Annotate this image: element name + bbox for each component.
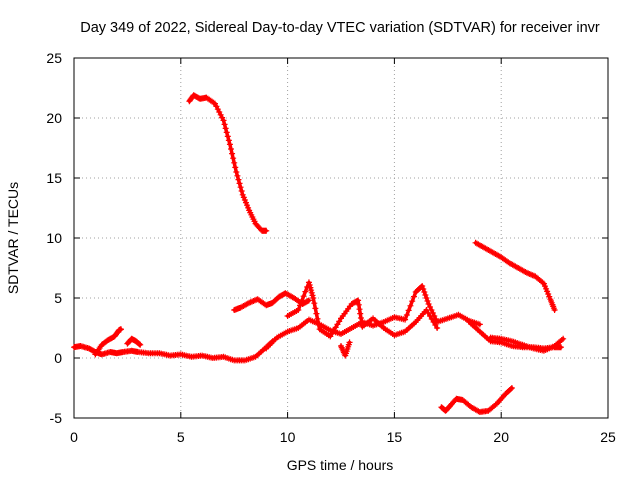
y-tick-label: 5 xyxy=(54,290,62,306)
y-tick-label: 20 xyxy=(46,110,62,126)
x-tick-label: 0 xyxy=(70,429,78,445)
data-point xyxy=(220,117,227,124)
data-point xyxy=(407,302,414,309)
data-point xyxy=(357,310,364,317)
data-point xyxy=(422,292,429,298)
x-tick-label: 25 xyxy=(600,429,616,445)
series-arc-afternoon-high xyxy=(472,239,558,313)
data-point xyxy=(560,335,567,342)
data-point xyxy=(313,310,320,317)
data-point xyxy=(222,125,229,132)
data-point xyxy=(551,307,558,313)
data-point xyxy=(424,298,431,304)
series-arc-afternoon-low-2 xyxy=(487,334,567,354)
x-tick-label: 10 xyxy=(280,429,296,445)
data-point xyxy=(225,137,232,144)
x-tick-label: 20 xyxy=(493,429,509,445)
data-point xyxy=(226,141,233,148)
y-tick-label: 15 xyxy=(46,170,62,186)
series-arc-dip-noon xyxy=(338,339,353,359)
y-axis-title: SDTVAR / TECUs xyxy=(5,182,21,294)
data-point xyxy=(476,321,483,328)
data-point xyxy=(234,172,241,179)
series-arc-afternoon-negative xyxy=(438,385,515,415)
data-point xyxy=(263,227,270,234)
axis-ticks: 0 5 10 15 20 25 -5 0 5 10 15 20 25 xyxy=(46,50,616,445)
data-point xyxy=(507,386,514,392)
series-arc-mid-upper xyxy=(231,290,312,313)
data-point xyxy=(355,297,362,304)
data-point xyxy=(227,146,234,152)
data-point xyxy=(419,283,426,289)
series-arc-early-noise xyxy=(124,335,144,348)
data-points xyxy=(71,92,567,415)
data-point xyxy=(314,315,321,322)
data-point xyxy=(233,169,240,175)
data-point xyxy=(423,295,430,301)
data-point xyxy=(297,302,304,309)
data-point xyxy=(237,184,244,191)
data-point xyxy=(405,307,412,314)
data-point xyxy=(310,295,317,301)
data-point xyxy=(224,133,231,140)
y-tick-label: 25 xyxy=(46,50,62,66)
y-tick-label: 0 xyxy=(54,350,62,366)
data-point xyxy=(434,325,441,331)
data-point xyxy=(356,306,363,313)
data-point xyxy=(315,321,322,327)
data-point xyxy=(357,315,364,321)
data-point xyxy=(305,297,312,304)
data-point xyxy=(295,307,302,313)
data-point xyxy=(558,344,565,351)
data-point xyxy=(420,286,427,292)
data-point xyxy=(221,121,228,128)
data-point xyxy=(302,288,309,295)
series-arc-small-bump xyxy=(92,326,124,358)
data-point xyxy=(410,293,417,300)
x-tick-label: 5 xyxy=(177,429,185,445)
data-point xyxy=(230,155,237,162)
y-tick-label: 10 xyxy=(46,230,62,246)
x-axis-title: GPS time / hours xyxy=(287,457,394,473)
data-point xyxy=(235,176,242,183)
data-point xyxy=(355,301,362,308)
data-point xyxy=(229,150,236,157)
data-point xyxy=(508,385,515,391)
data-point xyxy=(231,159,238,166)
data-point xyxy=(409,298,416,305)
data-point xyxy=(312,305,319,312)
data-point xyxy=(403,312,410,318)
grid-lines xyxy=(74,58,608,418)
data-point xyxy=(238,188,245,194)
data-point xyxy=(311,300,318,307)
data-point xyxy=(223,129,230,136)
data-point xyxy=(117,326,124,333)
data-point xyxy=(298,297,305,304)
data-point xyxy=(236,180,243,187)
data-point xyxy=(137,341,144,348)
series-arc-high-morning xyxy=(186,92,270,234)
data-point xyxy=(402,316,409,323)
series-arc-mid-scatter xyxy=(284,279,441,340)
chart-title: Day 349 of 2022, Sidereal Day-to-day VTE… xyxy=(80,20,600,36)
data-point xyxy=(421,289,428,295)
data-point xyxy=(346,339,353,346)
y-tick-label: -5 xyxy=(50,410,63,426)
x-tick-label: 15 xyxy=(387,429,403,445)
data-point xyxy=(232,164,239,171)
data-point xyxy=(300,293,307,300)
